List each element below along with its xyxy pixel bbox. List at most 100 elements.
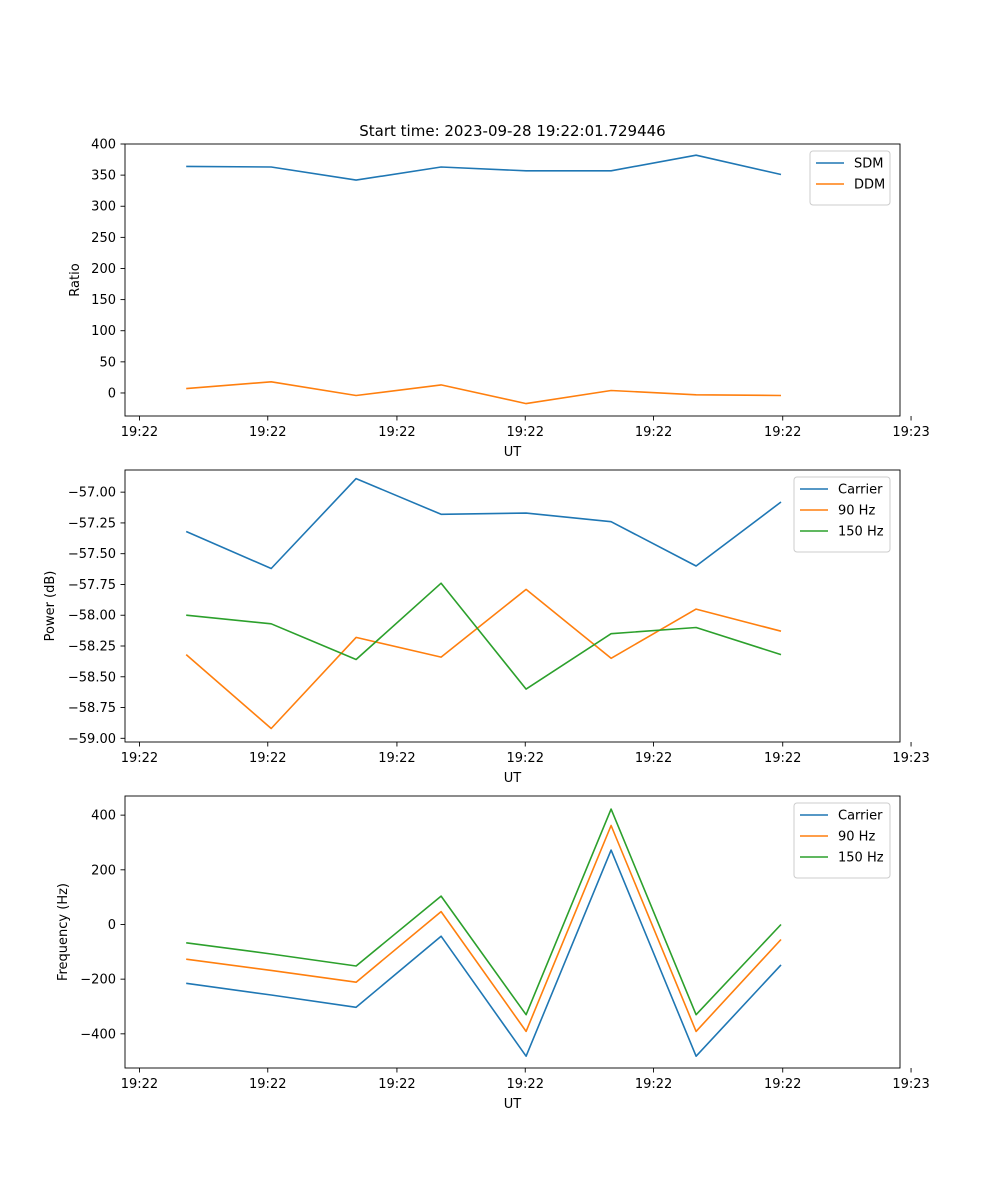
data-point-power-1-6 <box>609 519 614 524</box>
y-tick-label: −58.00 <box>68 609 116 624</box>
data-point-frequency-2-4 <box>439 909 444 914</box>
data-point-frequency-1-4 <box>439 934 444 939</box>
legend-power: Carrier 90 Hz 150 Hz <box>793 476 891 553</box>
data-point-ratio-1-7 <box>694 153 699 158</box>
y-tick-label: 350 <box>91 169 116 184</box>
data-point-frequency-1-1 <box>184 981 189 986</box>
axes-frame-ratio <box>124 143 901 417</box>
data-point-ratio-2-8 <box>779 393 784 398</box>
y-tick-label: −58.25 <box>68 640 116 655</box>
y-tick-label: −57.50 <box>68 547 116 562</box>
legend-label-3: 150 Hz <box>838 851 884 866</box>
x-tick-label: 19:22 <box>378 425 415 440</box>
x-axis-label: UT <box>504 1097 522 1112</box>
y-tick-label: −58.75 <box>68 701 116 716</box>
data-point-power-1-2 <box>269 566 274 571</box>
series-line-frequency-1 <box>186 849 782 1057</box>
y-axis-label: Power (dB) <box>43 571 58 642</box>
legend-box <box>793 476 891 553</box>
legend-label-2: DDM <box>854 178 885 193</box>
data-point-ratio-1-4 <box>439 165 444 170</box>
y-tick-label: 100 <box>91 324 116 339</box>
data-point-power-3-3 <box>354 657 359 662</box>
data-point-ratio-1-3 <box>354 178 359 183</box>
data-point-power-3-1 <box>184 613 189 618</box>
data-point-ratio-1-5 <box>524 168 529 173</box>
legend-ratio: SDM DDM <box>809 150 891 206</box>
y-tick-label: 400 <box>91 809 116 824</box>
series-line-power-2 <box>185 588 782 730</box>
y-tick-label: 0 <box>108 918 116 933</box>
data-point-ratio-1-2 <box>269 165 274 170</box>
y-tick-label: 0 <box>108 386 116 401</box>
legend-label-2: 90 Hz <box>838 830 875 845</box>
series-line-power-3 <box>186 582 782 690</box>
series-line-power-1 <box>185 477 782 570</box>
x-tick-label: 19:22 <box>378 1077 415 1092</box>
x-tick-label: 19:23 <box>892 1077 929 1092</box>
axes-frame-frequency <box>124 795 901 1069</box>
data-point-frequency-1-7 <box>694 1054 699 1059</box>
y-axis-label: Frequency (Hz) <box>56 883 71 981</box>
series-line-frequency-3 <box>186 808 782 1016</box>
y-tick-label: −57.75 <box>68 578 116 593</box>
legend-box <box>793 802 891 879</box>
subplot-power: 19:22 19:22 19:22 19:22 19:22 19:22 19:23 UT −59… <box>43 469 930 786</box>
data-point-frequency-3-7 <box>694 1012 699 1017</box>
x-tick-label: 19:22 <box>507 751 544 766</box>
data-point-frequency-2-7 <box>694 1029 699 1034</box>
data-point-frequency-2-1 <box>184 957 189 962</box>
data-point-power-1-5 <box>524 511 529 516</box>
data-point-power-1-4 <box>439 512 444 517</box>
data-point-power-2-5 <box>524 587 529 592</box>
data-point-ratio-1-1 <box>184 164 189 169</box>
data-point-frequency-3-5 <box>524 1012 529 1017</box>
data-point-power-1-7 <box>694 564 699 569</box>
x-tick-label: 19:22 <box>121 751 158 766</box>
data-point-power-2-4 <box>439 655 444 660</box>
data-point-frequency-3-3 <box>354 964 359 969</box>
x-tick-label: 19:22 <box>635 751 672 766</box>
data-point-frequency-3-6 <box>609 807 614 812</box>
data-point-power-3-6 <box>609 631 614 636</box>
legend-label-1: Carrier <box>838 483 883 498</box>
x-tick-label: 19:22 <box>635 1077 672 1092</box>
data-point-frequency-1-5 <box>524 1054 529 1059</box>
data-point-ratio-2-3 <box>354 393 359 398</box>
x-axis-label: UT <box>504 445 522 460</box>
x-tick-label: 19:22 <box>249 751 286 766</box>
x-tick-label: 19:22 <box>764 1077 801 1092</box>
series-line-frequency-2 <box>186 824 782 1033</box>
x-tick-label: 19:22 <box>507 1077 544 1092</box>
data-point-frequency-1-3 <box>354 1005 359 1010</box>
data-point-frequency-2-5 <box>524 1029 529 1034</box>
legend-label-1: SDM <box>854 157 883 172</box>
axes-frame-power <box>124 469 901 743</box>
y-tick-label: 50 <box>99 355 116 370</box>
data-point-power-2-8 <box>779 629 784 634</box>
data-point-power-2-2 <box>269 726 274 731</box>
subplot-ratio: 19:22 19:22 19:22 19:22 19:22 19:22 19:23 UT 0 50… <box>68 138 930 461</box>
data-point-frequency-3-2 <box>269 952 274 957</box>
data-point-frequency-2-2 <box>269 968 274 973</box>
x-tick-label: 19:23 <box>892 751 929 766</box>
x-axis-label: UT <box>504 771 522 786</box>
legend-box <box>809 150 891 206</box>
data-point-frequency-3-1 <box>184 940 189 945</box>
data-point-power-2-7 <box>694 607 699 612</box>
x-tick-label: 19:22 <box>249 425 286 440</box>
y-tick-label: 150 <box>91 293 116 308</box>
data-point-power-2-3 <box>354 635 359 640</box>
data-point-power-1-1 <box>184 529 189 534</box>
x-tick-label: 19:22 <box>121 1077 158 1092</box>
data-point-power-3-7 <box>694 625 699 630</box>
y-tick-label: −200 <box>80 973 116 988</box>
data-point-frequency-1-6 <box>609 848 614 853</box>
data-point-power-3-8 <box>779 652 784 657</box>
data-point-power-1-3 <box>354 476 359 481</box>
data-point-frequency-1-2 <box>269 993 274 998</box>
x-tick-label: 19:22 <box>249 1077 286 1092</box>
data-point-ratio-2-2 <box>269 379 274 384</box>
data-point-power-3-4 <box>439 581 444 586</box>
